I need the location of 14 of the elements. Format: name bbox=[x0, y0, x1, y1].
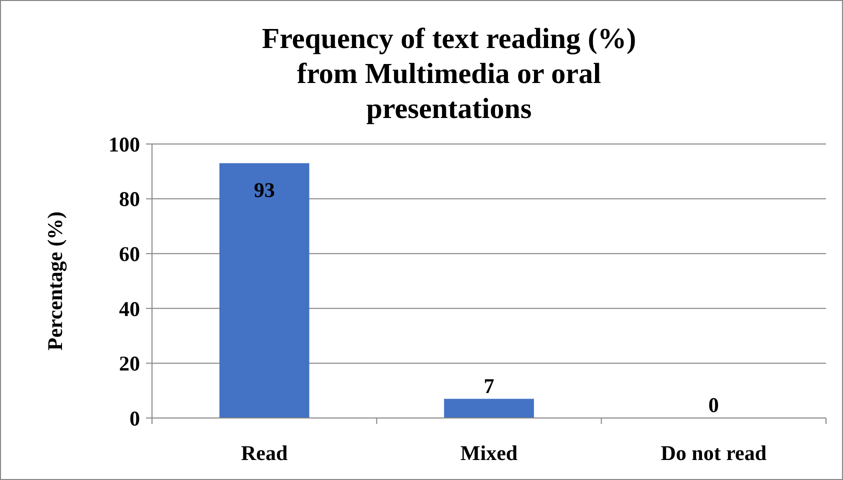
y-tick-label: 60 bbox=[119, 242, 140, 266]
data-label: 93 bbox=[254, 178, 275, 202]
data-label: 7 bbox=[484, 374, 494, 398]
x-tick-label: Mixed bbox=[460, 441, 518, 465]
chart-title: Frequency of text reading (%) from Multimedia or oral presentations bbox=[262, 23, 636, 125]
y-tick-label: 20 bbox=[119, 352, 140, 376]
x-tick-label: Do not read bbox=[660, 441, 767, 465]
y-tick-label: 0 bbox=[130, 406, 140, 430]
x-tick-label: Read bbox=[240, 441, 288, 465]
y-tick-label: 80 bbox=[119, 187, 140, 212]
y-tick-label: 100 bbox=[108, 132, 140, 156]
data-label: 0 bbox=[708, 393, 719, 417]
y-axis-title: Percentage (%) bbox=[43, 212, 67, 350]
y-tick-label: 40 bbox=[119, 296, 140, 321]
